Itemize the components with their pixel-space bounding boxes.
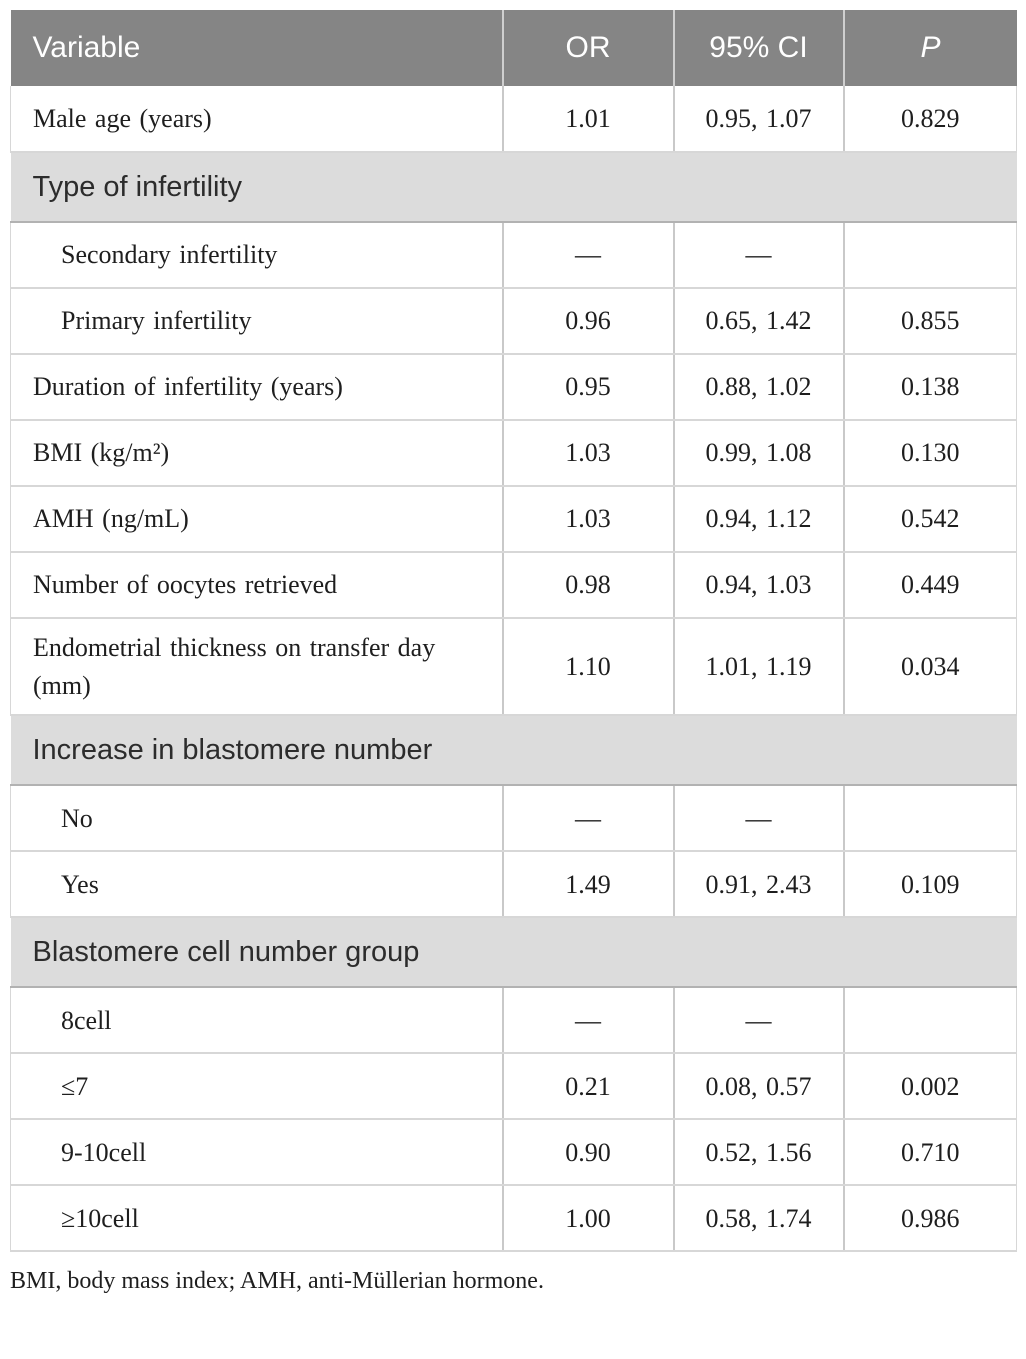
p-cell: 0.855 xyxy=(842,288,1017,355)
table-row: Yes 1.49 0.91, 2.43 0.109 xyxy=(10,851,1017,919)
ci-cell: — xyxy=(672,222,844,289)
section-label: Blastomere cell number group xyxy=(10,916,1017,989)
p-cell: 0.829 xyxy=(842,86,1017,153)
column-header-variable: Variable xyxy=(10,10,503,86)
or-cell: 1.10 xyxy=(501,618,674,717)
section-row: Increase in blastomere number xyxy=(10,714,1017,787)
table-row: Duration of infertility (years) 0.95 0.88,… xyxy=(10,354,1017,421)
ci-cell: 0.91, 2.43 xyxy=(672,851,844,919)
or-cell: 1.03 xyxy=(501,420,674,487)
table-row: BMI (kg/m²) 1.03 0.99, 1.08 0.130 xyxy=(10,420,1017,487)
ci-cell: 0.99, 1.08 xyxy=(672,420,844,487)
variable-cell: ≤7 xyxy=(10,1053,503,1121)
variable-cell: Yes xyxy=(10,851,503,919)
table-row: No — — xyxy=(10,785,1017,853)
or-cell: 1.49 xyxy=(501,851,674,919)
ci-cell: 0.08, 0.57 xyxy=(672,1053,844,1121)
table-footnote: BMI, body mass index; AMH, anti-Mülleria… xyxy=(10,1268,544,1295)
section-row: Blastomere cell number group xyxy=(10,916,1017,989)
variable-cell: 9-10cell xyxy=(10,1119,503,1187)
or-cell: 1.01 xyxy=(501,86,674,153)
ci-cell: 0.58, 1.74 xyxy=(672,1185,844,1253)
table-row: ≤7 0.21 0.08, 0.57 0.002 xyxy=(10,1053,1017,1121)
ci-cell: 0.94, 1.12 xyxy=(672,486,844,553)
table-row: 8cell — — xyxy=(10,987,1017,1055)
or-cell: 1.00 xyxy=(501,1185,674,1253)
table-row: Male age (years) 1.01 0.95, 1.07 0.829 xyxy=(10,86,1017,153)
table-header-row: Variable OR 95% CI P xyxy=(10,10,1017,86)
p-cell: 0.002 xyxy=(842,1053,1017,1121)
p-cell: 0.130 xyxy=(842,420,1017,487)
variable-cell: Secondary infertility xyxy=(10,222,503,289)
or-cell: 0.98 xyxy=(501,552,674,619)
or-cell: — xyxy=(501,222,674,289)
ci-cell: — xyxy=(672,785,844,853)
p-cell: 0.138 xyxy=(842,354,1017,421)
p-cell: 0.710 xyxy=(842,1119,1017,1187)
regression-results-table: Variable OR 95% CI P Male age (years) 1.0… xyxy=(10,10,1017,1253)
ci-cell: — xyxy=(672,987,844,1055)
or-cell: — xyxy=(501,785,674,853)
p-cell xyxy=(842,222,1017,289)
column-header-ci: 95% CI xyxy=(672,10,844,86)
variable-cell: Male age (years) xyxy=(10,86,503,153)
p-cell xyxy=(842,987,1017,1055)
table-row: Secondary infertility — — xyxy=(10,222,1017,289)
variable-cell: BMI (kg/m²) xyxy=(10,420,503,487)
or-cell: 0.95 xyxy=(501,354,674,421)
section-row: Type of infertility xyxy=(10,151,1017,223)
ci-cell: 1.01, 1.19 xyxy=(672,618,844,717)
section-label: Increase in blastomere number xyxy=(10,714,1017,787)
p-cell: 0.109 xyxy=(842,851,1017,919)
table-row: Number of oocytes retrieved 0.98 0.94, 1.0… xyxy=(10,552,1017,619)
variable-cell: ≥10cell xyxy=(10,1185,503,1253)
ci-cell: 0.95, 1.07 xyxy=(672,86,844,153)
p-cell: 0.542 xyxy=(842,486,1017,553)
table-row: ≥10cell 1.00 0.58, 1.74 0.986 xyxy=(10,1185,1017,1253)
variable-cell: AMH (ng/mL) xyxy=(10,486,503,553)
variable-cell: No xyxy=(10,785,503,853)
or-cell: 1.03 xyxy=(501,486,674,553)
column-header-p: P xyxy=(842,10,1017,86)
p-cell xyxy=(842,785,1017,853)
table-row: Endometrial thickness on transfer day (m… xyxy=(10,618,1017,717)
table-row: 9-10cell 0.90 0.52, 1.56 0.710 xyxy=(10,1119,1017,1187)
variable-cell: Duration of infertility (years) xyxy=(10,354,503,421)
p-cell: 0.449 xyxy=(842,552,1017,619)
table-row: Primary infertility 0.96 0.65, 1.42 0.855 xyxy=(10,288,1017,355)
or-cell: 0.21 xyxy=(501,1053,674,1121)
ci-cell: 0.65, 1.42 xyxy=(672,288,844,355)
section-label: Type of infertility xyxy=(10,151,1017,223)
variable-cell: Endometrial thickness on transfer day (m… xyxy=(10,618,503,717)
p-cell: 0.986 xyxy=(842,1185,1017,1253)
table-row: AMH (ng/mL) 1.03 0.94, 1.12 0.542 xyxy=(10,486,1017,553)
paper-table-figure: Variable OR 95% CI P Male age (years) 1.0… xyxy=(10,10,1017,1295)
ci-cell: 0.94, 1.03 xyxy=(672,552,844,619)
ci-cell: 0.88, 1.02 xyxy=(672,354,844,421)
ci-cell: 0.52, 1.56 xyxy=(672,1119,844,1187)
variable-cell: Number of oocytes retrieved xyxy=(10,552,503,619)
variable-cell: 8cell xyxy=(10,987,503,1055)
p-cell: 0.034 xyxy=(842,618,1017,717)
or-cell: — xyxy=(501,987,674,1055)
column-header-or: OR xyxy=(501,10,674,86)
variable-cell: Primary infertility xyxy=(10,288,503,355)
or-cell: 0.96 xyxy=(501,288,674,355)
or-cell: 0.90 xyxy=(501,1119,674,1187)
